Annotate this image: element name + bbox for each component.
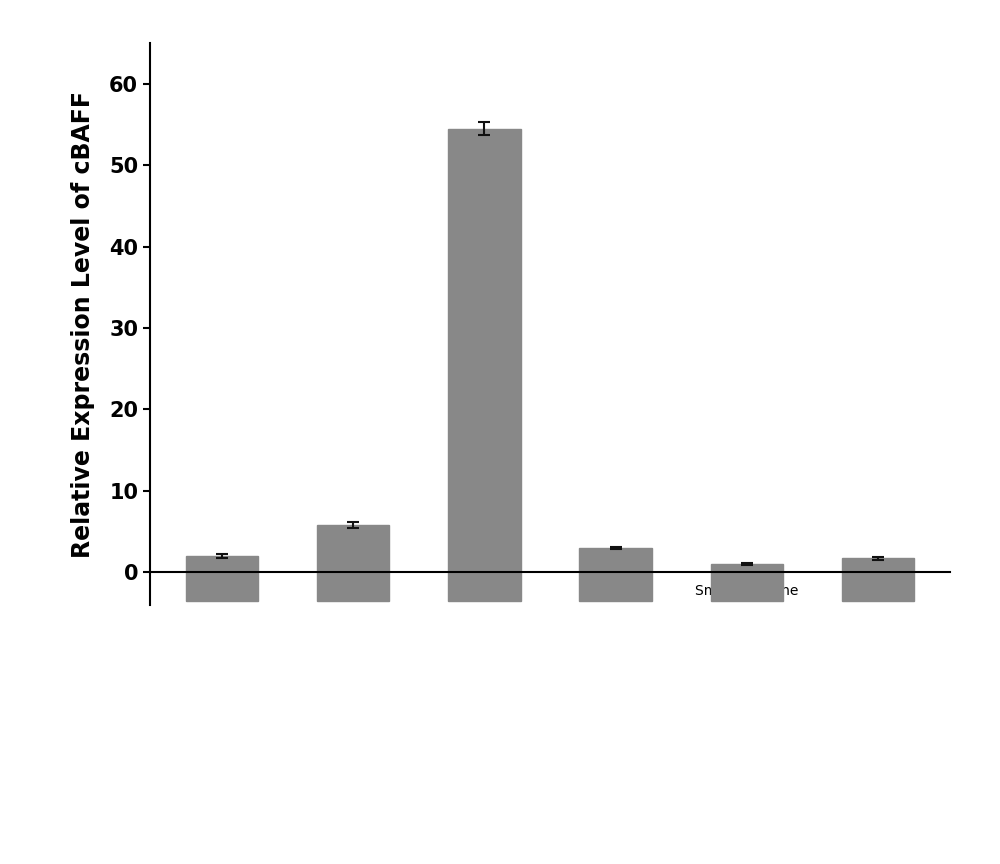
Bar xyxy=(711,564,783,600)
Bar xyxy=(842,558,914,600)
Bar xyxy=(448,129,521,600)
Bar xyxy=(579,548,652,600)
Bar xyxy=(317,525,389,600)
Y-axis label: Relative Expression Level of cBAFF: Relative Expression Level of cBAFF xyxy=(71,91,95,557)
Bar xyxy=(186,556,258,600)
